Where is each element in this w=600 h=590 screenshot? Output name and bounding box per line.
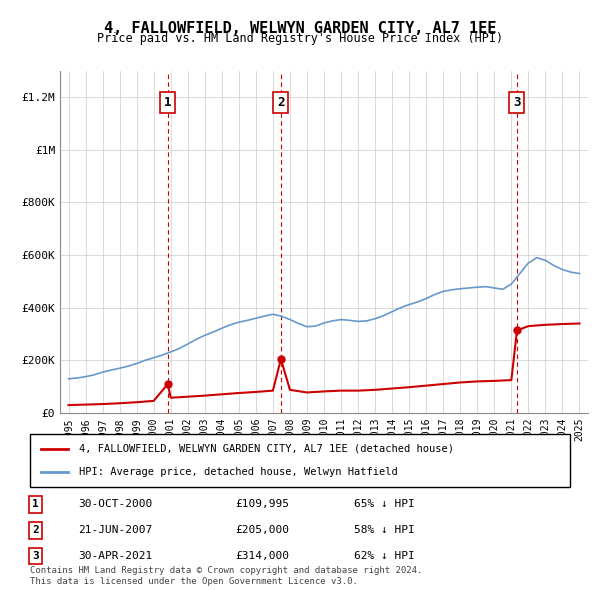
Text: £205,000: £205,000 <box>235 525 289 535</box>
FancyBboxPatch shape <box>30 434 570 487</box>
Text: 58% ↓ HPI: 58% ↓ HPI <box>354 525 415 535</box>
Text: HPI: Average price, detached house, Welwyn Hatfield: HPI: Average price, detached house, Welw… <box>79 467 397 477</box>
Text: 4, FALLOWFIELD, WELWYN GARDEN CITY, AL7 1EE (detached house): 4, FALLOWFIELD, WELWYN GARDEN CITY, AL7 … <box>79 444 454 454</box>
Text: Price paid vs. HM Land Registry's House Price Index (HPI): Price paid vs. HM Land Registry's House … <box>97 32 503 45</box>
Text: £314,000: £314,000 <box>235 551 289 561</box>
Text: 30-APR-2021: 30-APR-2021 <box>79 551 153 561</box>
Text: £109,995: £109,995 <box>235 500 289 509</box>
Text: 1: 1 <box>32 500 39 509</box>
Text: 2: 2 <box>277 96 284 109</box>
Text: 4, FALLOWFIELD, WELWYN GARDEN CITY, AL7 1EE: 4, FALLOWFIELD, WELWYN GARDEN CITY, AL7 … <box>104 21 496 35</box>
Text: Contains HM Land Registry data © Crown copyright and database right 2024.: Contains HM Land Registry data © Crown c… <box>30 566 422 575</box>
Text: 21-JUN-2007: 21-JUN-2007 <box>79 525 153 535</box>
Text: 3: 3 <box>513 96 521 109</box>
Text: 65% ↓ HPI: 65% ↓ HPI <box>354 500 415 509</box>
Text: 2: 2 <box>32 525 39 535</box>
Text: 1: 1 <box>164 96 172 109</box>
Text: This data is licensed under the Open Government Licence v3.0.: This data is licensed under the Open Gov… <box>30 577 358 586</box>
Text: 62% ↓ HPI: 62% ↓ HPI <box>354 551 415 561</box>
Text: 3: 3 <box>32 551 39 561</box>
Text: 30-OCT-2000: 30-OCT-2000 <box>79 500 153 509</box>
